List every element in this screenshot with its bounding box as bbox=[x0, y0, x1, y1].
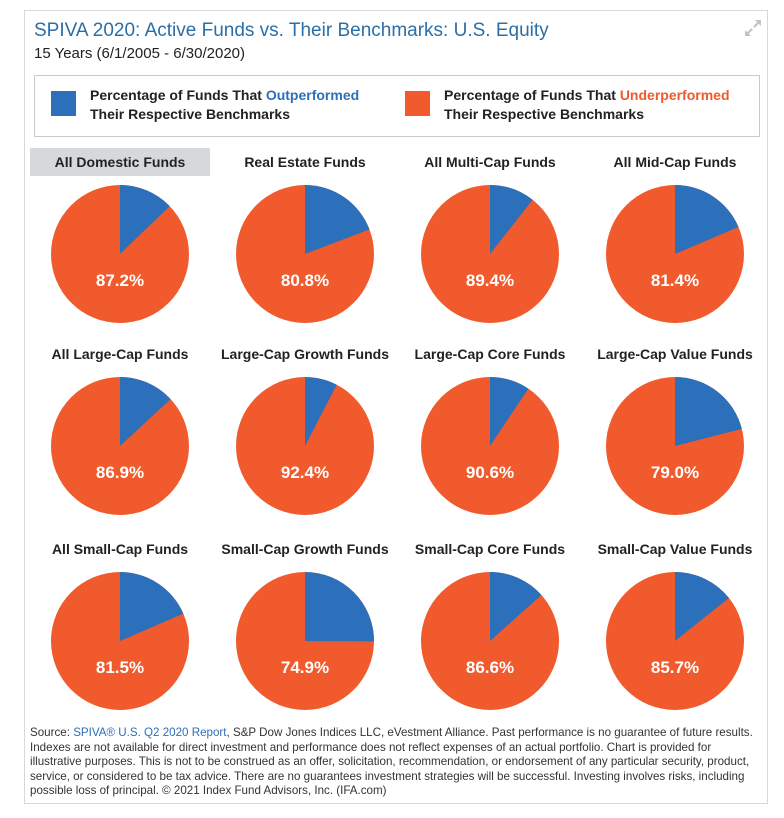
pie-chart: 81.5% bbox=[51, 572, 189, 710]
pie-chart: 87.2% bbox=[51, 185, 189, 323]
legend: Percentage of Funds That Outperformed Th… bbox=[34, 75, 760, 137]
pie-chart-cell: All Mid-Cap Funds 81.4% bbox=[585, 148, 765, 326]
chart-subtitle: 15 Years (6/1/2005 - 6/30/2020) bbox=[34, 45, 245, 62]
pie-slice-outperformed bbox=[490, 185, 533, 254]
pie-data-label: 85.7% bbox=[651, 658, 699, 677]
pie-chart-title[interactable]: All Small-Cap Funds bbox=[51, 541, 189, 557]
pie-slice-outperformed bbox=[305, 377, 337, 446]
pie-data-label: 89.4% bbox=[466, 271, 514, 290]
pie-chart-title[interactable]: All Domestic Funds bbox=[30, 148, 210, 176]
legend-item-underperformed: Percentage of Funds That Underperformed … bbox=[405, 86, 730, 124]
pie-chart-title[interactable]: Large-Cap Core Funds bbox=[414, 346, 566, 362]
pie-slice-outperformed bbox=[490, 377, 529, 446]
pie-chart: 86.9% bbox=[51, 377, 189, 515]
legend-prefix: Percentage of Funds That bbox=[444, 87, 620, 103]
pie-chart-cell: Large-Cap Growth Funds 92.4% bbox=[215, 340, 395, 518]
pie-chart-cell: Small-Cap Core Funds 86.6% bbox=[400, 535, 580, 713]
legend-label-outperformed: Percentage of Funds That Outperformed Th… bbox=[90, 86, 359, 124]
pie-slice-outperformed bbox=[120, 377, 171, 446]
pie-data-label: 86.6% bbox=[466, 658, 514, 677]
pie-chart: 81.4% bbox=[606, 185, 744, 323]
source-note: Source: SPIVA® U.S. Q2 2020 Report, S&P … bbox=[30, 726, 760, 799]
pie-chart-title[interactable]: Real Estate Funds bbox=[244, 154, 366, 170]
pie-data-label: 81.5% bbox=[96, 658, 144, 677]
pie-slice-outperformed bbox=[675, 185, 739, 254]
pie-slice-outperformed bbox=[675, 572, 729, 641]
pie-data-label: 90.6% bbox=[466, 463, 514, 482]
pie-chart: 85.7% bbox=[606, 572, 744, 710]
legend-line2: Their Respective Benchmarks bbox=[444, 106, 644, 122]
pie-chart-cell: Real Estate Funds 80.8% bbox=[215, 148, 395, 326]
chart-frame bbox=[24, 10, 768, 804]
source-prefix: Source: bbox=[30, 726, 74, 739]
pie-data-label: 86.9% bbox=[96, 463, 144, 482]
pie-data-label: 74.9% bbox=[281, 658, 329, 677]
pie-chart-cell: Large-Cap Core Funds 90.6% bbox=[400, 340, 580, 518]
pie-chart-cell: Small-Cap Value Funds 85.7% bbox=[585, 535, 765, 713]
pie-chart-title[interactable]: Small-Cap Value Funds bbox=[597, 541, 753, 557]
pie-slice-outperformed bbox=[490, 572, 542, 641]
pie-chart: 86.6% bbox=[421, 572, 559, 710]
pie-slice-outperformed bbox=[120, 185, 170, 254]
legend-item-outperformed: Percentage of Funds That Outperformed Th… bbox=[51, 86, 359, 124]
chart-title: SPIVA 2020: Active Funds vs. Their Bench… bbox=[34, 20, 549, 41]
pie-chart-title[interactable]: Large-Cap Value Funds bbox=[597, 346, 753, 362]
pie-data-label: 81.4% bbox=[651, 271, 699, 290]
legend-swatch-outperformed bbox=[51, 91, 76, 116]
legend-label-underperformed: Percentage of Funds That Underperformed … bbox=[444, 86, 730, 124]
pie-chart: 89.4% bbox=[421, 185, 559, 323]
pie-chart-cell: Large-Cap Value Funds 79.0% bbox=[585, 340, 765, 518]
pie-chart-title[interactable]: All Large-Cap Funds bbox=[51, 346, 189, 362]
pie-chart-title[interactable]: All Multi-Cap Funds bbox=[424, 154, 556, 170]
pie-data-label: 80.8% bbox=[281, 271, 329, 290]
legend-prefix: Percentage of Funds That bbox=[90, 87, 266, 103]
pie-chart: 79.0% bbox=[606, 377, 744, 515]
expand-icon[interactable] bbox=[742, 17, 764, 39]
pie-chart-cell: All Small-Cap Funds 81.5% bbox=[30, 535, 210, 713]
pie-chart-title[interactable]: Small-Cap Core Funds bbox=[414, 541, 566, 557]
source-text: , S&P Dow Jones Indices LLC, eVestment A… bbox=[30, 726, 753, 798]
pie-chart-cell: All Domestic Funds 87.2% bbox=[30, 148, 210, 326]
legend-swatch-underperformed bbox=[405, 91, 430, 116]
pie-chart-cell: All Large-Cap Funds 86.9% bbox=[30, 340, 210, 518]
legend-highlight: Outperformed bbox=[265, 87, 360, 103]
pie-slice-outperformed bbox=[675, 377, 742, 446]
pie-chart-cell: Small-Cap Growth Funds 74.9% bbox=[215, 535, 395, 713]
pie-chart: 80.8% bbox=[236, 185, 374, 323]
legend-highlight: Underperformed bbox=[619, 87, 730, 103]
pie-chart-title[interactable]: Small-Cap Growth Funds bbox=[221, 541, 389, 557]
pie-chart: 74.9% bbox=[236, 572, 375, 710]
pie-chart-title[interactable]: Large-Cap Growth Funds bbox=[221, 346, 389, 362]
pie-chart-title[interactable]: All Mid-Cap Funds bbox=[613, 154, 737, 170]
pie-slice-outperformed bbox=[305, 185, 370, 254]
pie-slice-outperformed bbox=[120, 572, 184, 641]
pie-slice-outperformed bbox=[305, 572, 375, 642]
legend-line2: Their Respective Benchmarks bbox=[90, 106, 290, 122]
pie-chart: 90.6% bbox=[421, 377, 559, 515]
pie-chart: 92.4% bbox=[236, 377, 374, 515]
pie-chart-cell: All Multi-Cap Funds 89.4% bbox=[400, 148, 580, 326]
pie-data-label: 79.0% bbox=[651, 463, 699, 482]
pie-data-label: 92.4% bbox=[281, 463, 329, 482]
source-report-link[interactable]: SPIVA® U.S. Q2 2020 Report bbox=[73, 726, 227, 739]
pie-data-label: 87.2% bbox=[96, 271, 144, 290]
